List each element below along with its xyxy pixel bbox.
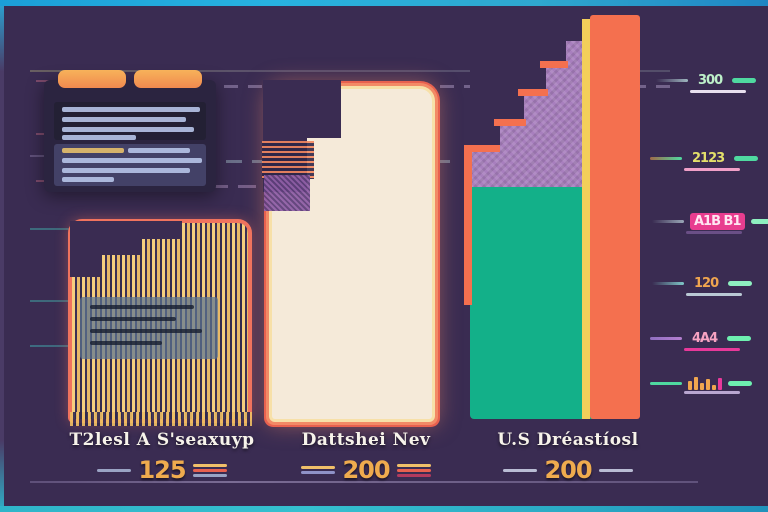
bar-1-step-1 (70, 221, 102, 277)
bar-series-2[interactable] (262, 80, 432, 419)
axis-label-4-rule (652, 282, 684, 285)
bar-3-step-4 (544, 27, 566, 61)
axis-label-4-underline (686, 293, 742, 296)
category-3-right-rules (598, 468, 633, 472)
bar-3-stair-edge-4 (540, 61, 568, 68)
tooltip-tab-group[interactable] (58, 70, 202, 88)
axis-label-3-rule (652, 220, 684, 223)
category-2-left-rules (301, 466, 336, 474)
tooltip-block-primary (54, 102, 206, 140)
axis-label-6-dash (728, 380, 752, 386)
gridline-dashed-top (200, 85, 670, 88)
axis-label-5[interactable]: 4A4 (650, 330, 752, 351)
category-3-value-row: 200 (468, 456, 668, 484)
axis-label-5-underline (684, 348, 740, 351)
bar-3-step-2 (498, 27, 524, 119)
axis-label-2-rule (650, 157, 682, 160)
axis-label-2[interactable]: 2123 (650, 150, 759, 171)
axis-label-6[interactable]: sparkline-icon (650, 376, 752, 394)
axis-label-5-dash (727, 336, 752, 341)
bar-3-stair-edge-2 (494, 119, 526, 126)
axis-label-5-text: 4A4 (692, 331, 718, 346)
axis-label-3-dash (750, 219, 768, 224)
category-1-value: 125 (138, 456, 186, 484)
category-3-name: U.S Dréastíosl (497, 430, 639, 450)
axis-label-6-underline (684, 391, 740, 394)
category-2-value: 200 (342, 456, 390, 484)
category-label-3[interactable]: U.S Dréastíosl 200 (468, 430, 668, 484)
axis-label-2-dash (734, 156, 759, 161)
category-1-name: T2lesl A S'seaxuyp (69, 430, 255, 450)
bar-1-overlay-panel (80, 297, 218, 359)
tooltip-tab-2[interactable] (134, 70, 202, 88)
bar-3-step-3 (522, 27, 546, 89)
axis-label-2-underline (684, 168, 740, 171)
gridline-1 (30, 70, 670, 72)
bar-2-tier-stripes (262, 141, 314, 179)
category-3-left-rules (503, 468, 538, 472)
category-2-right-rules (396, 463, 431, 477)
category-2-name: Dattshei Nev (301, 430, 431, 450)
bar-series-1[interactable] (70, 221, 248, 419)
axis-label-1-text: 300 (698, 73, 723, 88)
bar-3-stair-edge-1 (464, 145, 500, 152)
category-1-left-rules (97, 468, 132, 472)
bar-series-3[interactable] (464, 15, 640, 419)
axis-label-3-text: A1B B1 (690, 213, 745, 230)
category-1-value-row: 125 (62, 456, 262, 484)
axis-label-4-text: 120 (694, 276, 719, 291)
category-label-2[interactable]: Dattshei Nev 200 (266, 430, 466, 484)
category-3-value: 200 (544, 456, 592, 484)
frame-right-border (0, 0, 4, 512)
axis-label-5-rule (650, 337, 682, 340)
axis-label-6-rule (650, 381, 682, 385)
bar-3-stair-edge-5 (464, 145, 472, 305)
axis-label-3[interactable]: A1B B1 (652, 213, 768, 234)
bar-3-step-5 (564, 27, 582, 41)
tooltip-block-secondary (54, 144, 206, 186)
bar-1-step-3 (138, 221, 182, 239)
bar-2-hatch-block (264, 175, 310, 211)
bar-3-stair-edge-3 (518, 89, 548, 96)
bar-1-baseline-ticks (70, 412, 252, 426)
category-1-right-rules (192, 463, 227, 477)
axis-label-1[interactable]: 300 (656, 72, 757, 93)
frame-bottom-border (0, 506, 768, 512)
bar-3-gold-stripe (582, 19, 590, 419)
axis-label-4[interactable]: 120 (652, 275, 753, 296)
axis-baseline (30, 481, 698, 483)
bar-2-notch-2 (305, 80, 341, 138)
category-label-1[interactable]: T2lesl A S'seaxuyp 125 (62, 430, 262, 484)
axis-label-1-dash (732, 78, 757, 83)
axis-label-1-underline (690, 90, 746, 93)
frame-top-border (0, 0, 768, 6)
category-2-value-row: 200 (266, 456, 466, 484)
sparkline-icon (688, 376, 722, 390)
tooltip-tab-1[interactable] (58, 70, 126, 88)
axis-label-4-dash (728, 281, 753, 286)
bar-3-step-1 (470, 27, 500, 145)
axis-label-1-rule (656, 79, 688, 82)
axis-label-2-text: 2123 (692, 151, 725, 166)
tooltip-card[interactable]: Ostccosoy1 auto Ciost costa tose ca toos… (44, 70, 216, 192)
axis-label-3-underline (686, 231, 742, 234)
bar-3-coral-column (590, 15, 640, 419)
bar-1-step-2 (100, 221, 140, 255)
